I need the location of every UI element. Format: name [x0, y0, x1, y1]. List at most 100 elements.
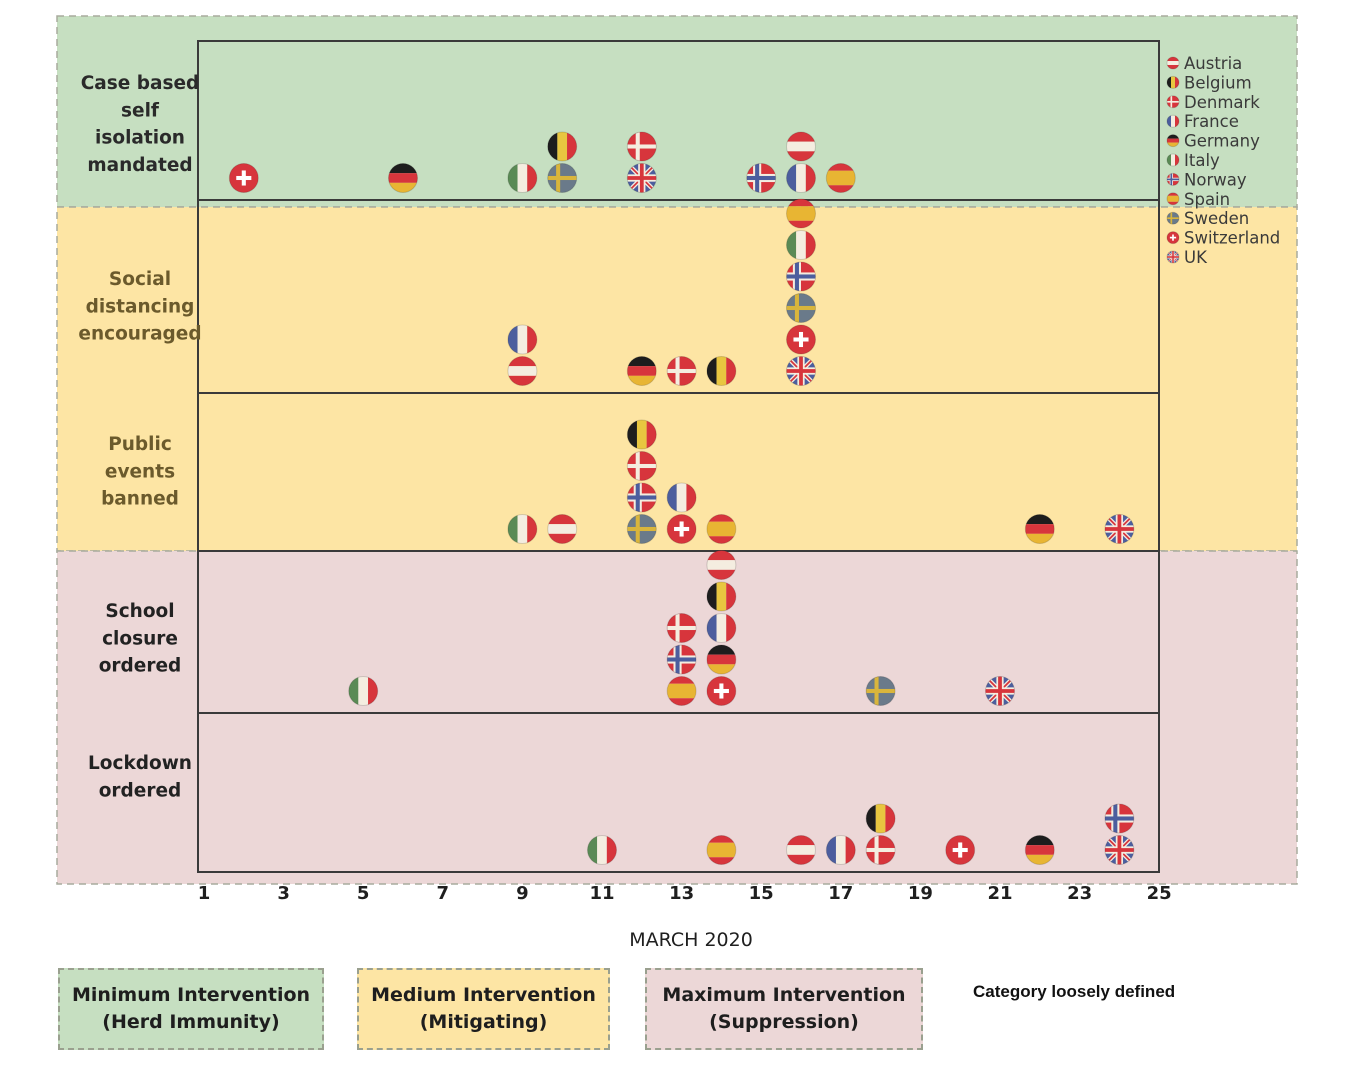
flag-point-uk	[786, 356, 816, 386]
plot-frame	[197, 40, 1160, 873]
x-tick-label: 21	[987, 883, 1012, 904]
flag-point-france	[786, 163, 816, 193]
x-tick-label: 15	[749, 883, 774, 904]
flag-point-norway	[1104, 803, 1135, 834]
flag-point-switzerland	[786, 324, 816, 355]
legend-label: Italy	[1184, 151, 1220, 170]
flag-point-belgium	[626, 419, 657, 450]
x-tick-label: 17	[828, 883, 853, 904]
flag-point-germany	[388, 163, 418, 193]
flag-point-belgium	[706, 356, 737, 386]
x-tick-label: 11	[589, 883, 614, 904]
x-tick-label: 19	[908, 883, 933, 904]
medium-intervention-legend: Medium Intervention (Mitigating)	[357, 968, 610, 1050]
country-legend: AustriaBelgiumDenmarkFranceGermanyItalyN…	[1166, 54, 1280, 267]
flag-point-uk	[985, 676, 1015, 706]
row-label-line: closure	[102, 628, 178, 649]
flag-point-germany	[626, 356, 657, 386]
maximum-intervention-sub: (Suppression)	[709, 1011, 859, 1033]
flag-point-germany	[1024, 514, 1055, 544]
flag-point-norway	[666, 644, 697, 675]
flag-point-austria	[786, 131, 816, 162]
legend-label: Austria	[1184, 54, 1242, 73]
flag-point-uk	[626, 163, 657, 193]
legend-label: Germany	[1184, 132, 1260, 151]
x-tick-label: 5	[357, 883, 370, 904]
maximum-intervention-label: Maximum Intervention	[662, 984, 906, 1006]
flag-point-denmark	[626, 451, 657, 481]
legend-flag-belgium	[1166, 75, 1180, 89]
flag-point-uk	[1104, 835, 1135, 865]
legend-label: France	[1184, 112, 1239, 131]
flag-point-italy	[786, 230, 816, 260]
flag-point-norway	[626, 482, 657, 513]
flag-point-austria	[706, 550, 737, 580]
row-label-line: self	[121, 100, 160, 121]
flag-point-spain	[706, 835, 737, 865]
x-axis-title: MARCH 2020	[629, 929, 753, 951]
flag-point-sweden	[547, 163, 578, 193]
flag-point-belgium	[706, 581, 737, 612]
flag-point-germany	[706, 644, 737, 675]
x-tick-label: 7	[437, 883, 450, 904]
minimum-intervention-label: Minimum Intervention	[71, 984, 311, 1006]
band-maximum	[56, 550, 1298, 885]
x-tick-label: 23	[1067, 883, 1092, 904]
flag-point-spain	[706, 514, 737, 544]
flag-point-spain	[825, 163, 856, 193]
flag-point-spain	[666, 676, 697, 706]
row-label-line: School	[105, 601, 174, 622]
row-label-line: Social	[109, 269, 171, 290]
medium-intervention-sub: (Mitigating)	[419, 1011, 548, 1033]
flag-point-germany	[1024, 835, 1055, 865]
legend-flag-austria	[1166, 56, 1180, 70]
flag-point-denmark	[626, 131, 657, 162]
legend-label: Spain	[1184, 190, 1230, 209]
legend-flag-switzerland	[1166, 231, 1180, 245]
minimum-intervention-legend: Minimum Intervention (Herd Immunity)	[58, 968, 324, 1050]
medium-intervention-label: Medium Intervention	[371, 984, 596, 1006]
legend-flag-uk	[1166, 250, 1180, 264]
legend-flag-sweden	[1166, 211, 1180, 225]
flag-point-switzerland	[945, 835, 976, 865]
flag-point-norway	[786, 261, 816, 292]
flag-point-austria	[547, 514, 578, 544]
category-note: Category loosely defined	[973, 982, 1176, 1001]
band-layer	[56, 15, 1298, 885]
legend-flag-italy	[1166, 153, 1180, 167]
legend-label: Switzerland	[1184, 229, 1280, 248]
flag-point-austria	[507, 356, 538, 386]
row-label-line: ordered	[99, 780, 182, 801]
row-label-line: Lockdown	[88, 753, 192, 774]
legend-flag-france	[1166, 114, 1180, 128]
flag-point-switzerland	[228, 163, 259, 193]
flag-point-norway	[746, 163, 777, 193]
row-label-line: encouraged	[78, 324, 201, 345]
plot-border	[197, 40, 1160, 873]
row-labels: Case based self isolation mandated Social dis…	[78, 73, 201, 801]
legend-flag-denmark	[1166, 95, 1180, 109]
flag-points	[228, 131, 1135, 865]
band-minimum	[56, 15, 1298, 208]
flag-point-austria	[786, 835, 816, 865]
legend-label: UK	[1184, 248, 1208, 267]
flag-point-france	[706, 613, 737, 643]
x-tick-label: 3	[277, 883, 290, 904]
legend-label: Norway	[1184, 170, 1247, 189]
row-label-line: isolation	[95, 128, 185, 149]
flag-point-france	[666, 482, 697, 513]
flag-point-italy	[348, 676, 379, 706]
row-label-line: ordered	[99, 656, 182, 677]
flag-point-denmark	[666, 356, 697, 386]
minimum-intervention-sub: (Herd Immunity)	[102, 1011, 280, 1033]
legend-flag-germany	[1166, 134, 1180, 148]
row-label-line: banned	[101, 489, 179, 510]
x-tick-label: 13	[669, 883, 694, 904]
maximum-intervention-legend: Maximum Intervention (Suppression)	[645, 968, 923, 1050]
flag-point-uk	[1104, 514, 1135, 544]
row-label-line: distancing	[86, 296, 195, 317]
row-label-line: mandated	[87, 155, 192, 176]
flag-point-denmark	[666, 613, 697, 643]
